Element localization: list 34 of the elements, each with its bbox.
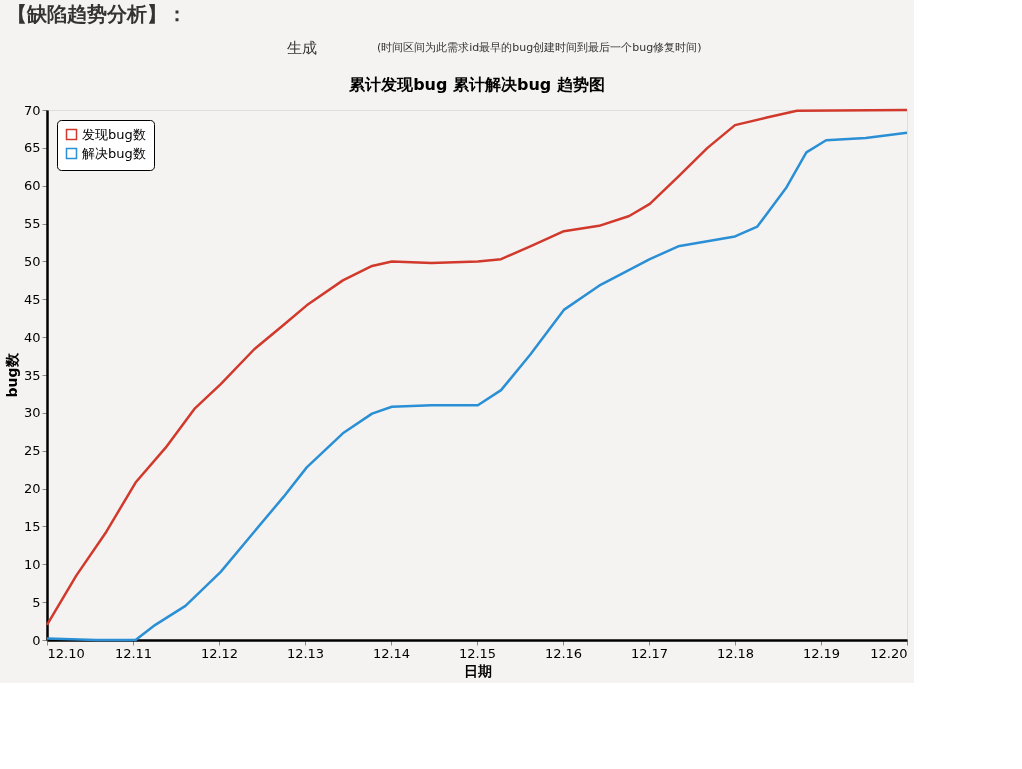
y-tick-label: 55 [23,216,41,232]
x-tick-label: 12.20 [870,645,908,661]
legend-label: 解决bug数 [82,145,146,161]
x-tick-label: 12.19 [802,645,841,661]
x-tick-label: 12.11 [114,645,153,661]
x-tick-label: 12.14 [372,645,411,661]
y-tick-label: 60 [23,178,41,194]
y-tick-label: 0 [32,632,41,648]
y-tick-label: 30 [23,405,41,421]
y-tick-label: 40 [23,329,41,345]
y-tick-label: 25 [23,443,41,459]
text: 【缺陷趋势分析】： [7,2,187,26]
x-tick-label: 12.12 [200,645,239,661]
x-tick-label: 12.10 [47,645,85,661]
y-tick-label: 50 [23,253,41,269]
y-tick-label: 5 [32,594,41,610]
y-tick-label: 20 [23,481,41,497]
y-tick-label: 65 [23,140,41,156]
text: 生成 [287,39,317,57]
text: (时间区间为此需求id最早的bug创建时间到最后一个bug修复时间) [377,41,702,54]
y-tick-label: 10 [23,556,41,572]
y-axis-title: bug数 [3,352,20,398]
y-tick-label: 70 [23,102,41,118]
x-tick-label: 12.16 [544,645,583,661]
x-tick-label: 12.13 [286,645,325,661]
y-tick-label: 35 [23,367,41,383]
x-axis-title: 日期 [463,662,492,679]
x-tick-label: 12.15 [458,645,497,661]
chart-title: 累计发现bug 累计解决bug 趋势图 [348,75,605,94]
legend-label: 发现bug数 [82,126,146,142]
x-tick-label: 12.18 [716,645,755,661]
y-tick-label: 45 [23,291,41,307]
y-tick-label: 15 [23,518,41,534]
x-tick-label: 12.17 [630,645,669,661]
